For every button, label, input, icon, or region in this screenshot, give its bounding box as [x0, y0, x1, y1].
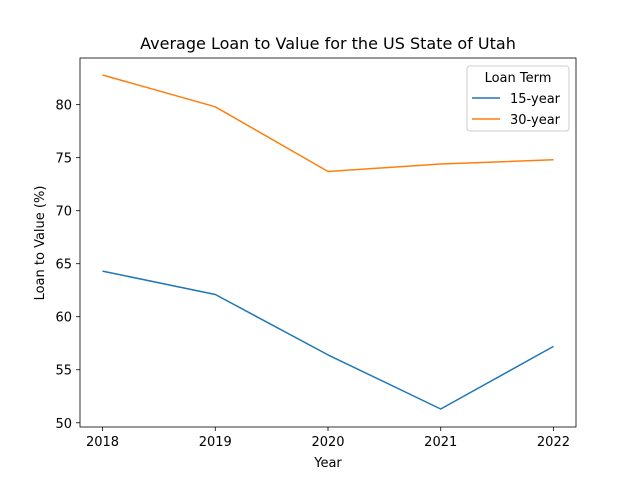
legend-box	[466, 65, 570, 132]
legend-label-30-year: 30-year	[510, 113, 561, 128]
x-tick-label: 2018	[86, 435, 119, 450]
y-tick-label: 80	[55, 99, 72, 114]
series-line-30-year	[102, 74, 554, 173]
y-tick-label: 60	[55, 311, 72, 326]
x-tick-label: 2019	[199, 435, 232, 450]
y-tick-label: 55	[55, 364, 72, 379]
x-tick-label: 2021	[424, 435, 457, 450]
y-tick-label: 75	[55, 152, 72, 167]
legend: Loan Term 15-year 30-year	[466, 65, 570, 132]
x-axis-label: Year	[313, 456, 342, 471]
y-tick-label: 65	[55, 258, 72, 273]
chart-title: Average Loan to Value for the US State o…	[140, 34, 516, 53]
x-tick-label: 2022	[537, 435, 570, 450]
plot-area: 2018 2019 2020 2021 2022 50 55 60 65 70 75 80	[55, 57, 577, 450]
series-line-15-year	[102, 270, 554, 410]
y-axis-label: Loan to Value (%)	[33, 186, 48, 301]
y-tick-label: 50	[55, 417, 72, 432]
x-tick-label: 2020	[311, 435, 344, 450]
legend-label-15-year: 15-year	[510, 92, 561, 107]
y-tick-label: 70	[55, 205, 72, 220]
legend-title: Loan Term	[485, 71, 552, 86]
